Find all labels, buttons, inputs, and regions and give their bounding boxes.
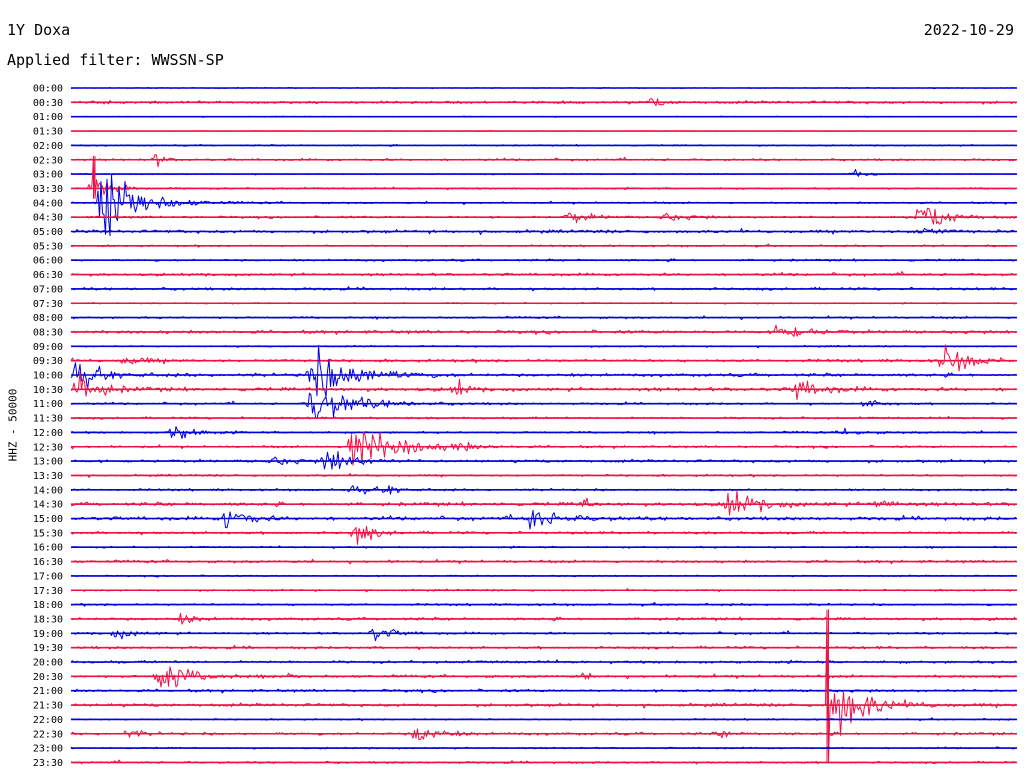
row-label-2000: 20:00 [33,658,63,669]
row-label-1200: 12:00 [33,428,63,439]
row-label-1800: 18:00 [33,600,63,611]
station-name: 1Y Doxa [7,21,71,39]
row-label-0400: 04:00 [33,198,63,209]
row-label-0100: 01:00 [33,112,63,123]
row-label-2230: 22:30 [33,729,63,740]
row-label-0930: 09:30 [33,356,63,367]
trace-row-0400 [70,174,1017,237]
row-label-1830: 18:30 [33,614,63,625]
row-label-0000: 00:00 [33,84,63,95]
row-label-1100: 11:00 [33,399,63,410]
row-label-1230: 12:30 [33,442,63,453]
trace-row-1900 [70,628,1017,642]
row-label-1530: 15:30 [33,528,63,539]
trace-row-1530 [70,525,1017,545]
row-label-0900: 09:00 [33,342,63,353]
trace-row-0330 [70,155,1017,199]
row-label-1730: 17:30 [33,586,63,597]
row-label-0330: 03:30 [33,184,63,195]
row-label-1430: 14:30 [33,500,63,511]
trace-row-0430 [70,207,1017,225]
trace-row-1300 [70,451,1017,470]
row-label-1300: 13:00 [33,457,63,468]
row-label-1600: 16:00 [33,543,63,554]
row-label-0730: 07:30 [33,299,63,310]
row-label-1030: 10:30 [33,385,63,396]
row-label-2030: 20:30 [33,672,63,683]
applied-filter: Applied filter: WWSSN-SP [7,51,224,69]
row-label-1400: 14:00 [33,485,63,496]
trace-row-0930 [70,344,1017,372]
row-label-1130: 11:30 [33,414,63,425]
trace-row-1100 [71,392,1016,420]
trace-row-0830 [70,324,1017,337]
row-label-2330: 23:30 [33,758,63,769]
row-label-0700: 07:00 [33,284,63,295]
row-label-1330: 13:30 [33,471,63,482]
trace-row-0300 [70,168,1017,177]
row-label-0230: 02:30 [33,155,63,166]
row-label-0530: 05:30 [33,241,63,252]
row-time-labels: 00:00 00:30 01:00 01:30 02:00 02:30 03:00 03:30… [33,84,63,769]
row-label-1700: 17:00 [33,571,63,582]
trace-row-0230 [70,154,1017,168]
row-label-0800: 08:00 [33,313,63,324]
row-label-0500: 05:00 [33,227,63,238]
trace-rows [70,86,1017,765]
row-label-2130: 21:30 [33,701,63,712]
row-label-1900: 19:00 [33,629,63,640]
trace-row-1500 [70,509,1017,530]
row-label-0200: 02:00 [33,141,63,152]
record-date: 2022-10-29 [923,21,1014,39]
row-label-0430: 04:30 [33,213,63,224]
row-label-0830: 08:30 [33,327,63,338]
row-label-1000: 10:00 [33,371,63,382]
row-label-1500: 15:00 [33,514,63,525]
trace-row-1430 [70,490,1017,516]
row-label-2100: 21:00 [33,686,63,697]
row-label-0600: 06:00 [33,256,63,267]
row-label-2200: 22:00 [33,715,63,726]
row-label-1630: 16:30 [33,557,63,568]
row-label-2300: 23:00 [33,744,63,755]
row-label-0030: 00:30 [33,98,63,109]
row-label-0130: 01:30 [33,127,63,138]
row-label-0630: 06:30 [33,270,63,281]
row-label-0300: 03:00 [33,170,63,181]
row-label-1930: 19:30 [33,643,63,654]
